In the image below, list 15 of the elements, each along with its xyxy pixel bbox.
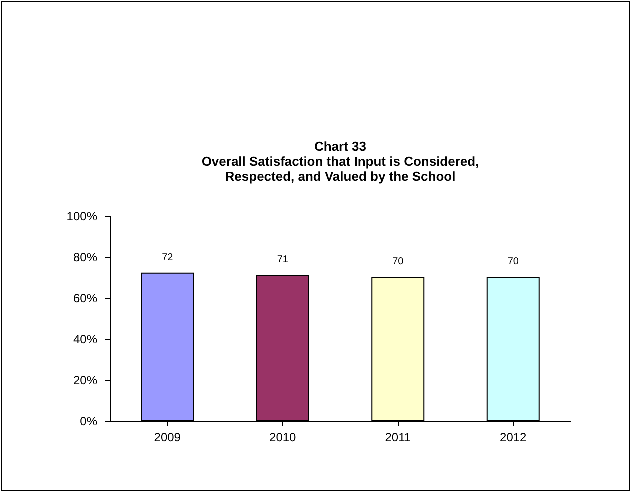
data-label: 71: [277, 254, 289, 266]
y-tick-label: 100%: [66, 210, 98, 224]
x-tick-label: 2011: [385, 430, 412, 444]
x-tick-label: 2009: [154, 430, 182, 444]
data-label: 70: [508, 256, 520, 268]
y-tick-label: 20%: [73, 374, 98, 388]
y-tick-label: 80%: [73, 250, 98, 264]
x-tick-label: 2010: [270, 430, 297, 444]
data-label: 72: [162, 252, 174, 264]
data-label: 70: [392, 256, 404, 268]
chart-title: Chart 33 Overall Satisfaction that Input is Considered, Respected, and Valued by the School: [202, 139, 480, 184]
y-tick-label: 0%: [80, 414, 98, 428]
y-tick-label: 60%: [73, 292, 98, 306]
y-tick-label: 40%: [73, 332, 98, 346]
x-tick-label: 2012: [500, 430, 528, 444]
